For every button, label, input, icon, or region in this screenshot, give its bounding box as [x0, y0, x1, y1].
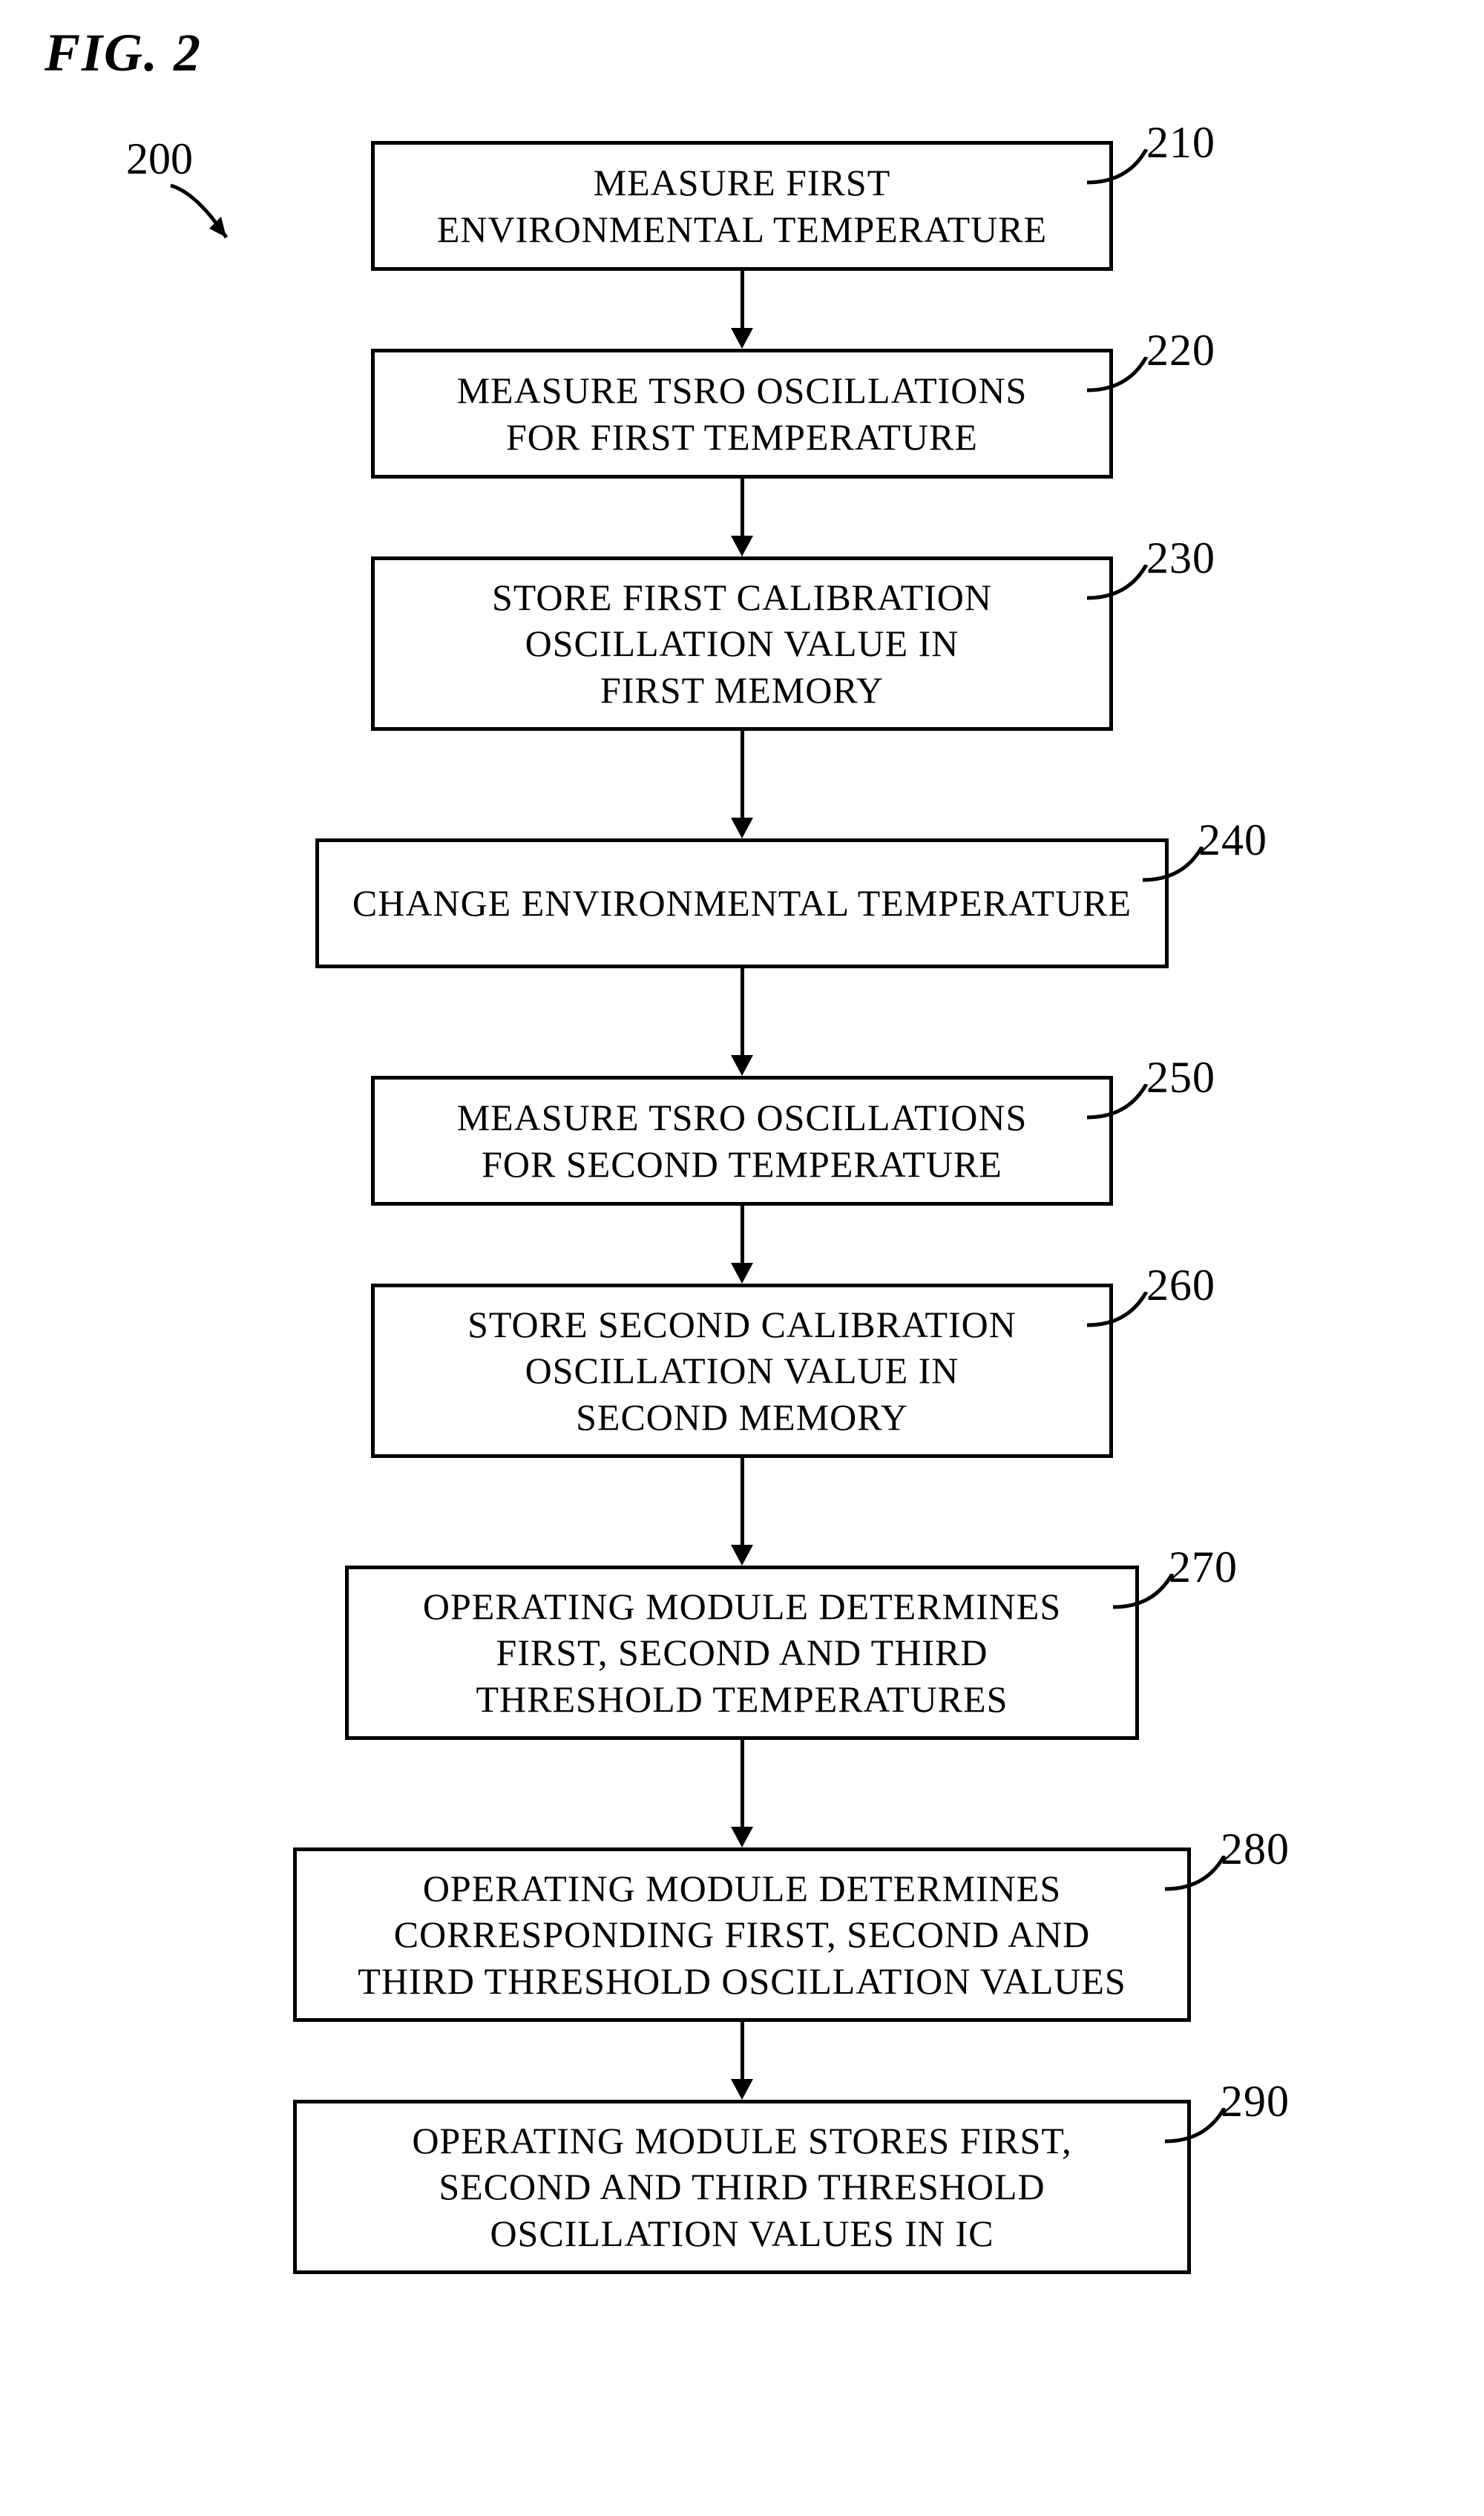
step-260: STORE SECOND CALIBRATIONOSCILLATION VALU…	[371, 1284, 1113, 1458]
arrow-head-icon	[731, 328, 753, 349]
arrow-head-icon	[731, 1545, 753, 1566]
step-text: STORE FIRST CALIBRATIONOSCILLATION VALUE…	[492, 574, 992, 714]
leader-230	[1087, 565, 1169, 602]
step-text: OPERATING MODULE STORES FIRST,SECOND AND…	[412, 2118, 1071, 2257]
leader-260	[1087, 1292, 1169, 1329]
step-210: MEASURE FIRSTENVIRONMENTAL TEMPERATURE21…	[371, 141, 1113, 271]
figure-label: FIG. 2	[45, 22, 202, 84]
arrow-head-icon	[731, 1263, 753, 1284]
flowchart: MEASURE FIRSTENVIRONMENTAL TEMPERATURE21…	[293, 141, 1191, 2274]
leader-290	[1165, 2108, 1247, 2145]
arrow-shaft	[741, 2022, 744, 2079]
arrow-after-230	[731, 731, 753, 838]
arrow-head-icon	[731, 1827, 753, 1847]
arrow-after-260	[731, 1458, 753, 1566]
leader-220	[1087, 357, 1169, 394]
step-text: STORE SECOND CALIBRATIONOSCILLATION VALU…	[467, 1301, 1017, 1441]
step-text: MEASURE FIRSTENVIRONMENTAL TEMPERATURE	[437, 160, 1047, 252]
arrow-after-240	[731, 968, 753, 1076]
step-text: CHANGE ENVIRONMENTAL TEMPERATURE	[352, 880, 1132, 927]
arrow-shaft	[741, 1206, 744, 1263]
step-290: OPERATING MODULE STORES FIRST,SECOND AND…	[293, 2100, 1191, 2274]
step-text: MEASURE TSRO OSCILLATIONSFOR FIRST TEMPE…	[457, 367, 1028, 460]
arrow-shaft	[741, 479, 744, 536]
leader-270	[1113, 1574, 1195, 1611]
arrow-head-icon	[731, 1055, 753, 1076]
arrow-shaft	[741, 271, 744, 328]
arrow-shaft	[741, 1458, 744, 1545]
ref-200-arrow	[163, 178, 252, 267]
arrow-after-270	[731, 1740, 753, 1847]
arrow-after-250	[731, 1206, 753, 1284]
leader-240	[1143, 847, 1224, 884]
leader-250	[1087, 1084, 1169, 1121]
arrow-shaft	[741, 731, 744, 818]
arrow-head-icon	[731, 2079, 753, 2100]
step-text: OPERATING MODULE DETERMINESFIRST, SECOND…	[423, 1583, 1061, 1723]
step-text: OPERATING MODULE DETERMINESCORRESPONDING…	[358, 1865, 1126, 2005]
arrow-head-icon	[731, 536, 753, 556]
leader-210	[1087, 149, 1169, 186]
arrow-after-210	[731, 271, 753, 349]
step-230: STORE FIRST CALIBRATIONOSCILLATION VALUE…	[371, 556, 1113, 731]
step-280: OPERATING MODULE DETERMINESCORRESPONDING…	[293, 1847, 1191, 2022]
step-250: MEASURE TSRO OSCILLATIONSFOR SECOND TEMP…	[371, 1076, 1113, 1206]
arrow-head-icon	[731, 818, 753, 838]
step-240: CHANGE ENVIRONMENTAL TEMPERATURE240	[315, 838, 1169, 968]
arrow-shaft	[741, 968, 744, 1055]
ref-200: 200	[126, 134, 193, 185]
arrow-after-280	[731, 2022, 753, 2100]
step-220: MEASURE TSRO OSCILLATIONSFOR FIRST TEMPE…	[371, 349, 1113, 479]
arrow-after-220	[731, 479, 753, 556]
arrow-shaft	[741, 1740, 744, 1827]
leader-280	[1165, 1856, 1247, 1893]
step-270: OPERATING MODULE DETERMINESFIRST, SECOND…	[345, 1566, 1139, 1740]
step-text: MEASURE TSRO OSCILLATIONSFOR SECOND TEMP…	[457, 1094, 1028, 1187]
